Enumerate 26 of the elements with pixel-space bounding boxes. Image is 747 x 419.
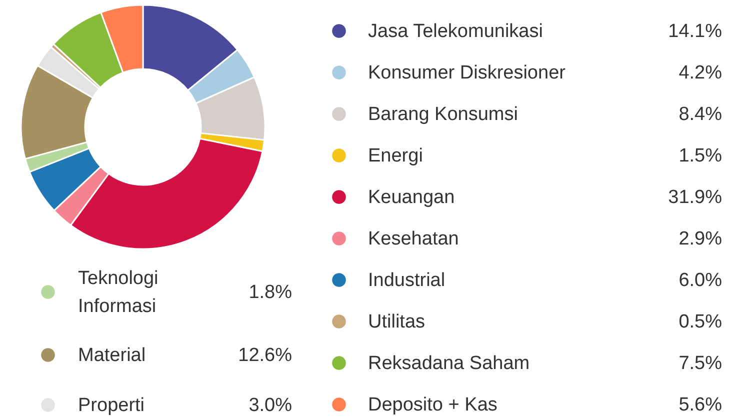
legend-label: Teknologi Informasi bbox=[78, 268, 158, 317]
legend-label: Reksadana Saham bbox=[368, 353, 530, 374]
data-label: 7.5% bbox=[678, 353, 722, 374]
data-label: 31.9% bbox=[668, 187, 722, 208]
legend-label: Keuangan bbox=[368, 187, 455, 208]
data-label: 1.8% bbox=[248, 282, 292, 303]
data-label: 4.2% bbox=[678, 62, 722, 84]
data-label: 5.6% bbox=[678, 394, 722, 416]
legend-label: Kesehatan bbox=[368, 228, 459, 250]
legend-label: Properti bbox=[78, 395, 145, 416]
legend-label: Utilitas bbox=[368, 312, 426, 332]
data-label: 1.5% bbox=[678, 146, 722, 166]
data-label: 0.5% bbox=[678, 312, 722, 332]
legend-label: Industrial bbox=[368, 270, 446, 291]
data-label: 8.4% bbox=[678, 104, 722, 125]
data-label: 12.6% bbox=[238, 345, 292, 366]
data-label: 14.1% bbox=[668, 21, 722, 42]
data-label: 6.0% bbox=[678, 270, 722, 291]
legend-label: Konsumer Diskresioner bbox=[368, 62, 566, 84]
legend-label: Jasa Telekomunikasi bbox=[368, 21, 543, 42]
legend-label: Barang Konsumsi bbox=[368, 104, 518, 125]
legend-label: Deposito + Kas bbox=[368, 394, 498, 416]
data-label: 2.9% bbox=[678, 228, 722, 250]
legend-label: Energi bbox=[368, 146, 423, 166]
data-label: 3.0% bbox=[248, 395, 292, 416]
legend-label: Material bbox=[78, 345, 146, 366]
